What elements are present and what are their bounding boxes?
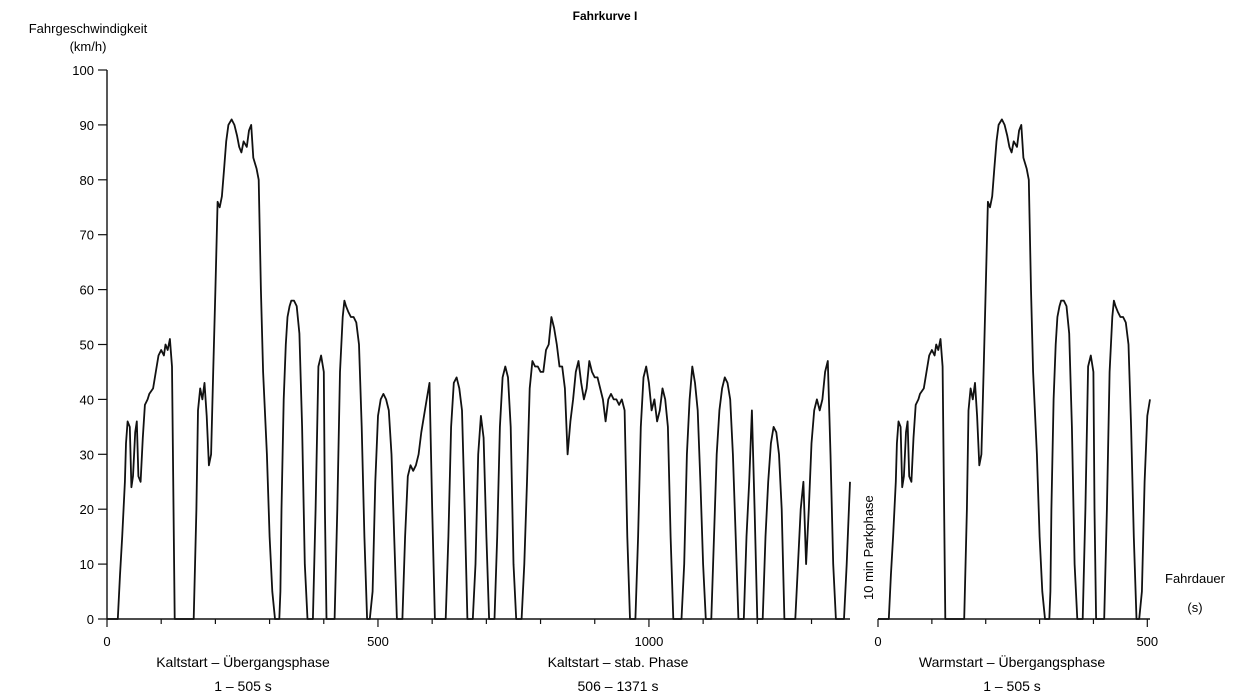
y-axis-label: Fahrgeschwindigkeit — [29, 21, 148, 36]
chart-title: Fahrkurve I — [573, 9, 638, 23]
y-tick-label: 80 — [80, 173, 94, 188]
y-tick-label: 30 — [80, 447, 94, 462]
y-tick-label: 10 — [80, 557, 94, 572]
x-axis-label: Fahrdauer — [1165, 571, 1226, 586]
x-tick-label: 0 — [103, 634, 110, 649]
parking-phase-label: 10 min Parkphase — [861, 495, 876, 600]
y-axis-unit: (km/h) — [70, 39, 107, 54]
y-tick-label: 60 — [80, 283, 94, 298]
x-tick-label: 500 — [1136, 634, 1158, 649]
y-tick-label: 50 — [80, 338, 94, 353]
caption-2-line1: Kaltstart – stab. Phase — [548, 654, 689, 670]
caption-2-line2: 506 – 1371 s — [578, 678, 659, 694]
y-tick-label: 70 — [80, 228, 94, 243]
y-tick-label: 0 — [87, 612, 94, 627]
x-tick-label: 500 — [367, 634, 389, 649]
caption-1-line2: 1 – 505 s — [214, 678, 272, 694]
x-tick-label: 1000 — [634, 634, 663, 649]
y-tick-label: 40 — [80, 392, 94, 407]
y-tick-label: 100 — [72, 63, 94, 78]
series-group — [107, 118, 1151, 620]
caption-3-line1: Warmstart – Übergangsphase — [919, 653, 1105, 670]
x-tick-label: 0 — [874, 634, 881, 649]
speed-curve-1 — [107, 118, 851, 620]
y-tick-label: 90 — [80, 118, 94, 133]
y-tick-label: 20 — [80, 502, 94, 517]
speed-curve-2 — [878, 118, 1151, 620]
caption-1-line1: Kaltstart – Übergangsphase — [156, 653, 330, 670]
caption-3-line2: 1 – 505 s — [983, 678, 1041, 694]
x-axis-unit: (s) — [1187, 600, 1202, 615]
